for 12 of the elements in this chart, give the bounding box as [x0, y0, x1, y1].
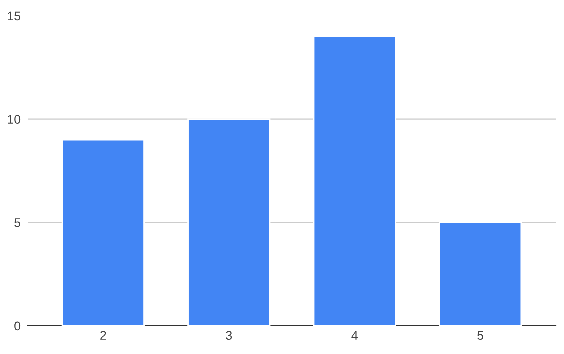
bar	[313, 36, 396, 326]
x-tick-label: 4	[352, 331, 358, 340]
y-tick-label: 5	[14, 218, 21, 228]
y-tick-label: 10	[8, 115, 21, 124]
x-tick-label: 2	[100, 331, 106, 340]
y-tick-label: 15	[8, 12, 21, 21]
x-tick-label: 3	[226, 331, 232, 340]
y-tick-label: 0	[14, 322, 21, 331]
bar	[188, 118, 271, 326]
bar	[62, 139, 145, 326]
x-tick-label: 5	[478, 331, 484, 340]
bar	[439, 222, 522, 326]
